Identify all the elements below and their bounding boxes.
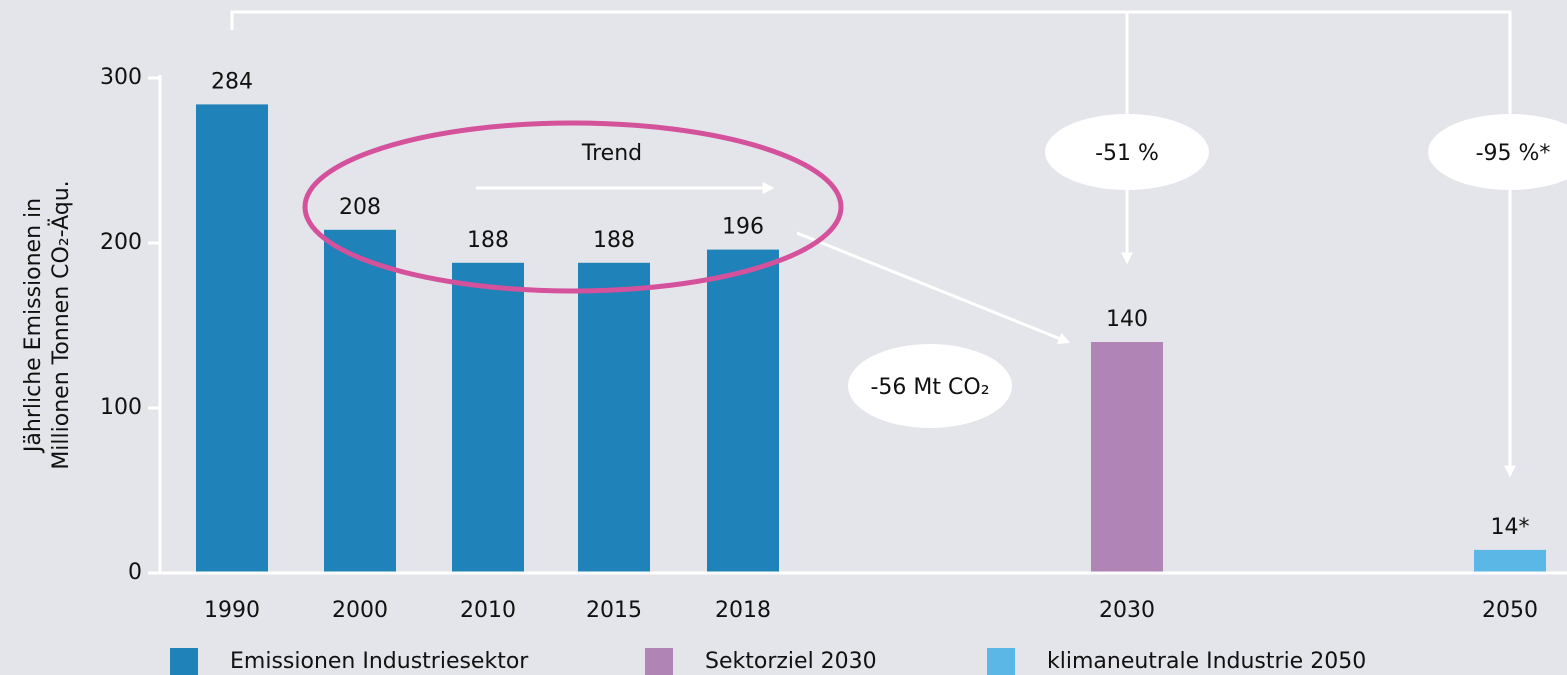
annotation: Trend	[581, 141, 642, 166]
trend-highlight	[302, 120, 844, 294]
bar	[707, 249, 779, 573]
annotation: -95 %*	[1476, 141, 1551, 166]
data-label: 196	[722, 215, 764, 240]
x-tick-label: 1990	[204, 598, 260, 623]
legend-swatch	[170, 648, 198, 675]
data-label: 284	[211, 69, 253, 94]
bar	[578, 262, 650, 573]
x-tick-label: 2050	[1482, 598, 1538, 623]
bubble	[1428, 114, 1567, 190]
y-tick-label: 0	[128, 560, 142, 585]
bubble	[848, 344, 1012, 428]
y-tick-label: 100	[100, 395, 142, 420]
x-tick-label: 2010	[460, 598, 516, 623]
bar	[196, 104, 268, 574]
legend-swatch	[987, 648, 1015, 675]
bar	[1091, 342, 1163, 573]
annotation: -56 Mt CO₂	[870, 375, 989, 400]
y-axis-label: Millionen Tonnen CO₂-Äqu.	[48, 180, 74, 469]
bar	[452, 262, 524, 573]
data-label: 208	[339, 195, 381, 220]
legend-label: Emissionen Industriesektor	[230, 649, 529, 674]
x-tick-label: 2015	[586, 598, 642, 623]
data-label: 188	[593, 228, 635, 253]
bar	[324, 229, 396, 574]
x-tick-label: 2000	[332, 598, 388, 623]
legend-label: Sektorziel 2030	[705, 649, 877, 674]
legend-label: klimaneutrale Industrie 2050	[1047, 649, 1366, 674]
y-tick-label: 300	[100, 65, 142, 90]
data-label: 140	[1106, 307, 1148, 332]
gap-arrow	[796, 231, 1071, 344]
bar	[1474, 549, 1546, 573]
legend-swatch	[645, 648, 673, 675]
bubble	[1045, 114, 1209, 190]
x-tick-label: 2018	[715, 598, 771, 623]
annotation: -51 %	[1095, 141, 1159, 166]
x-tick-label: 2030	[1099, 598, 1155, 623]
data-label: 188	[467, 228, 509, 253]
data-label: 14*	[1491, 515, 1530, 540]
y-tick-label: 200	[100, 230, 142, 255]
y-axis-label: Jährliche Emissionen in	[21, 198, 46, 454]
